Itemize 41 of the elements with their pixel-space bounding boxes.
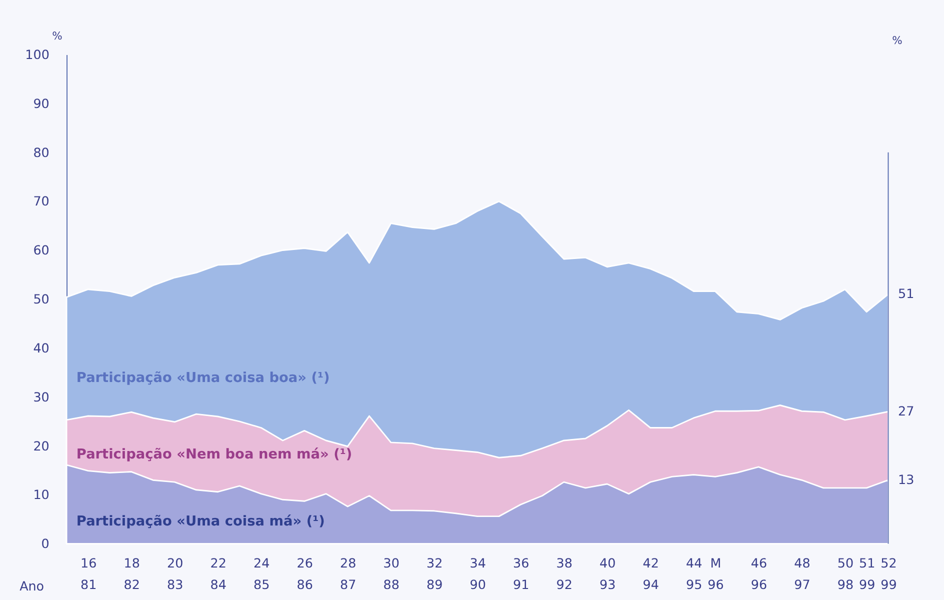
x-tick-label: 28 87 [340, 556, 356, 592]
x-tick-label: 40 93 [600, 556, 616, 592]
x-tick-label: 30 88 [383, 556, 400, 592]
y-tick-label: 40 [33, 340, 50, 356]
y-tick-label: 0 [41, 536, 50, 552]
data-label: 27 [898, 404, 914, 419]
x-tick-label: 48 97 [794, 556, 810, 592]
y-tick-label: 20 [33, 438, 50, 454]
x-tick-label: 20 83 [167, 556, 184, 592]
y-tick-label: 90 [33, 96, 50, 111]
x-tick-label: 32 89 [426, 556, 443, 592]
x-tick-label: 24 85 [254, 556, 270, 592]
series-label: Participação «Uma coisa boa» (¹) [76, 370, 330, 386]
x-tick-label: 18 82 [124, 556, 140, 592]
x-tick-label: 36 91 [513, 556, 530, 592]
text: Ano [20, 578, 44, 594]
x-tick-label: 52 99 [880, 556, 897, 592]
y-tick-label: 30 [33, 389, 50, 404]
x-tick-label: 51 99 [859, 556, 876, 592]
x-tick-label: 34 90 [470, 556, 486, 592]
y-axis-title: % [52, 29, 62, 42]
series-label: Participação «Uma coisa má» (¹) [76, 514, 325, 530]
x-tick-label: 38 92 [556, 556, 572, 592]
x-tick-label: 26 86 [296, 556, 313, 592]
x-tick-label: 42 94 [642, 556, 659, 592]
x-tick-label: 50 98 [837, 556, 854, 592]
x-tick-label: 46 96 [750, 556, 768, 592]
y-tick-label: 60 [33, 242, 50, 258]
y-tick-label: 100 [25, 46, 50, 62]
y-tick-label: 10 [33, 487, 50, 502]
x-tick-label: 44 95 [686, 556, 702, 592]
x-tick-label: 16 81 [80, 556, 97, 592]
y-tick-label: 70 [33, 194, 50, 209]
text: % [892, 34, 902, 47]
data-label: 51 [898, 286, 914, 302]
y-tick-label: 80 [33, 144, 50, 160]
data-label: 13 [898, 472, 914, 488]
x-tick-label: M 96 [708, 556, 724, 592]
x-tick-label: 22 84 [210, 556, 226, 592]
y-tick-label: 50 [33, 292, 50, 307]
series-label: Participação «Nem boa nem má» (¹) [76, 446, 352, 462]
